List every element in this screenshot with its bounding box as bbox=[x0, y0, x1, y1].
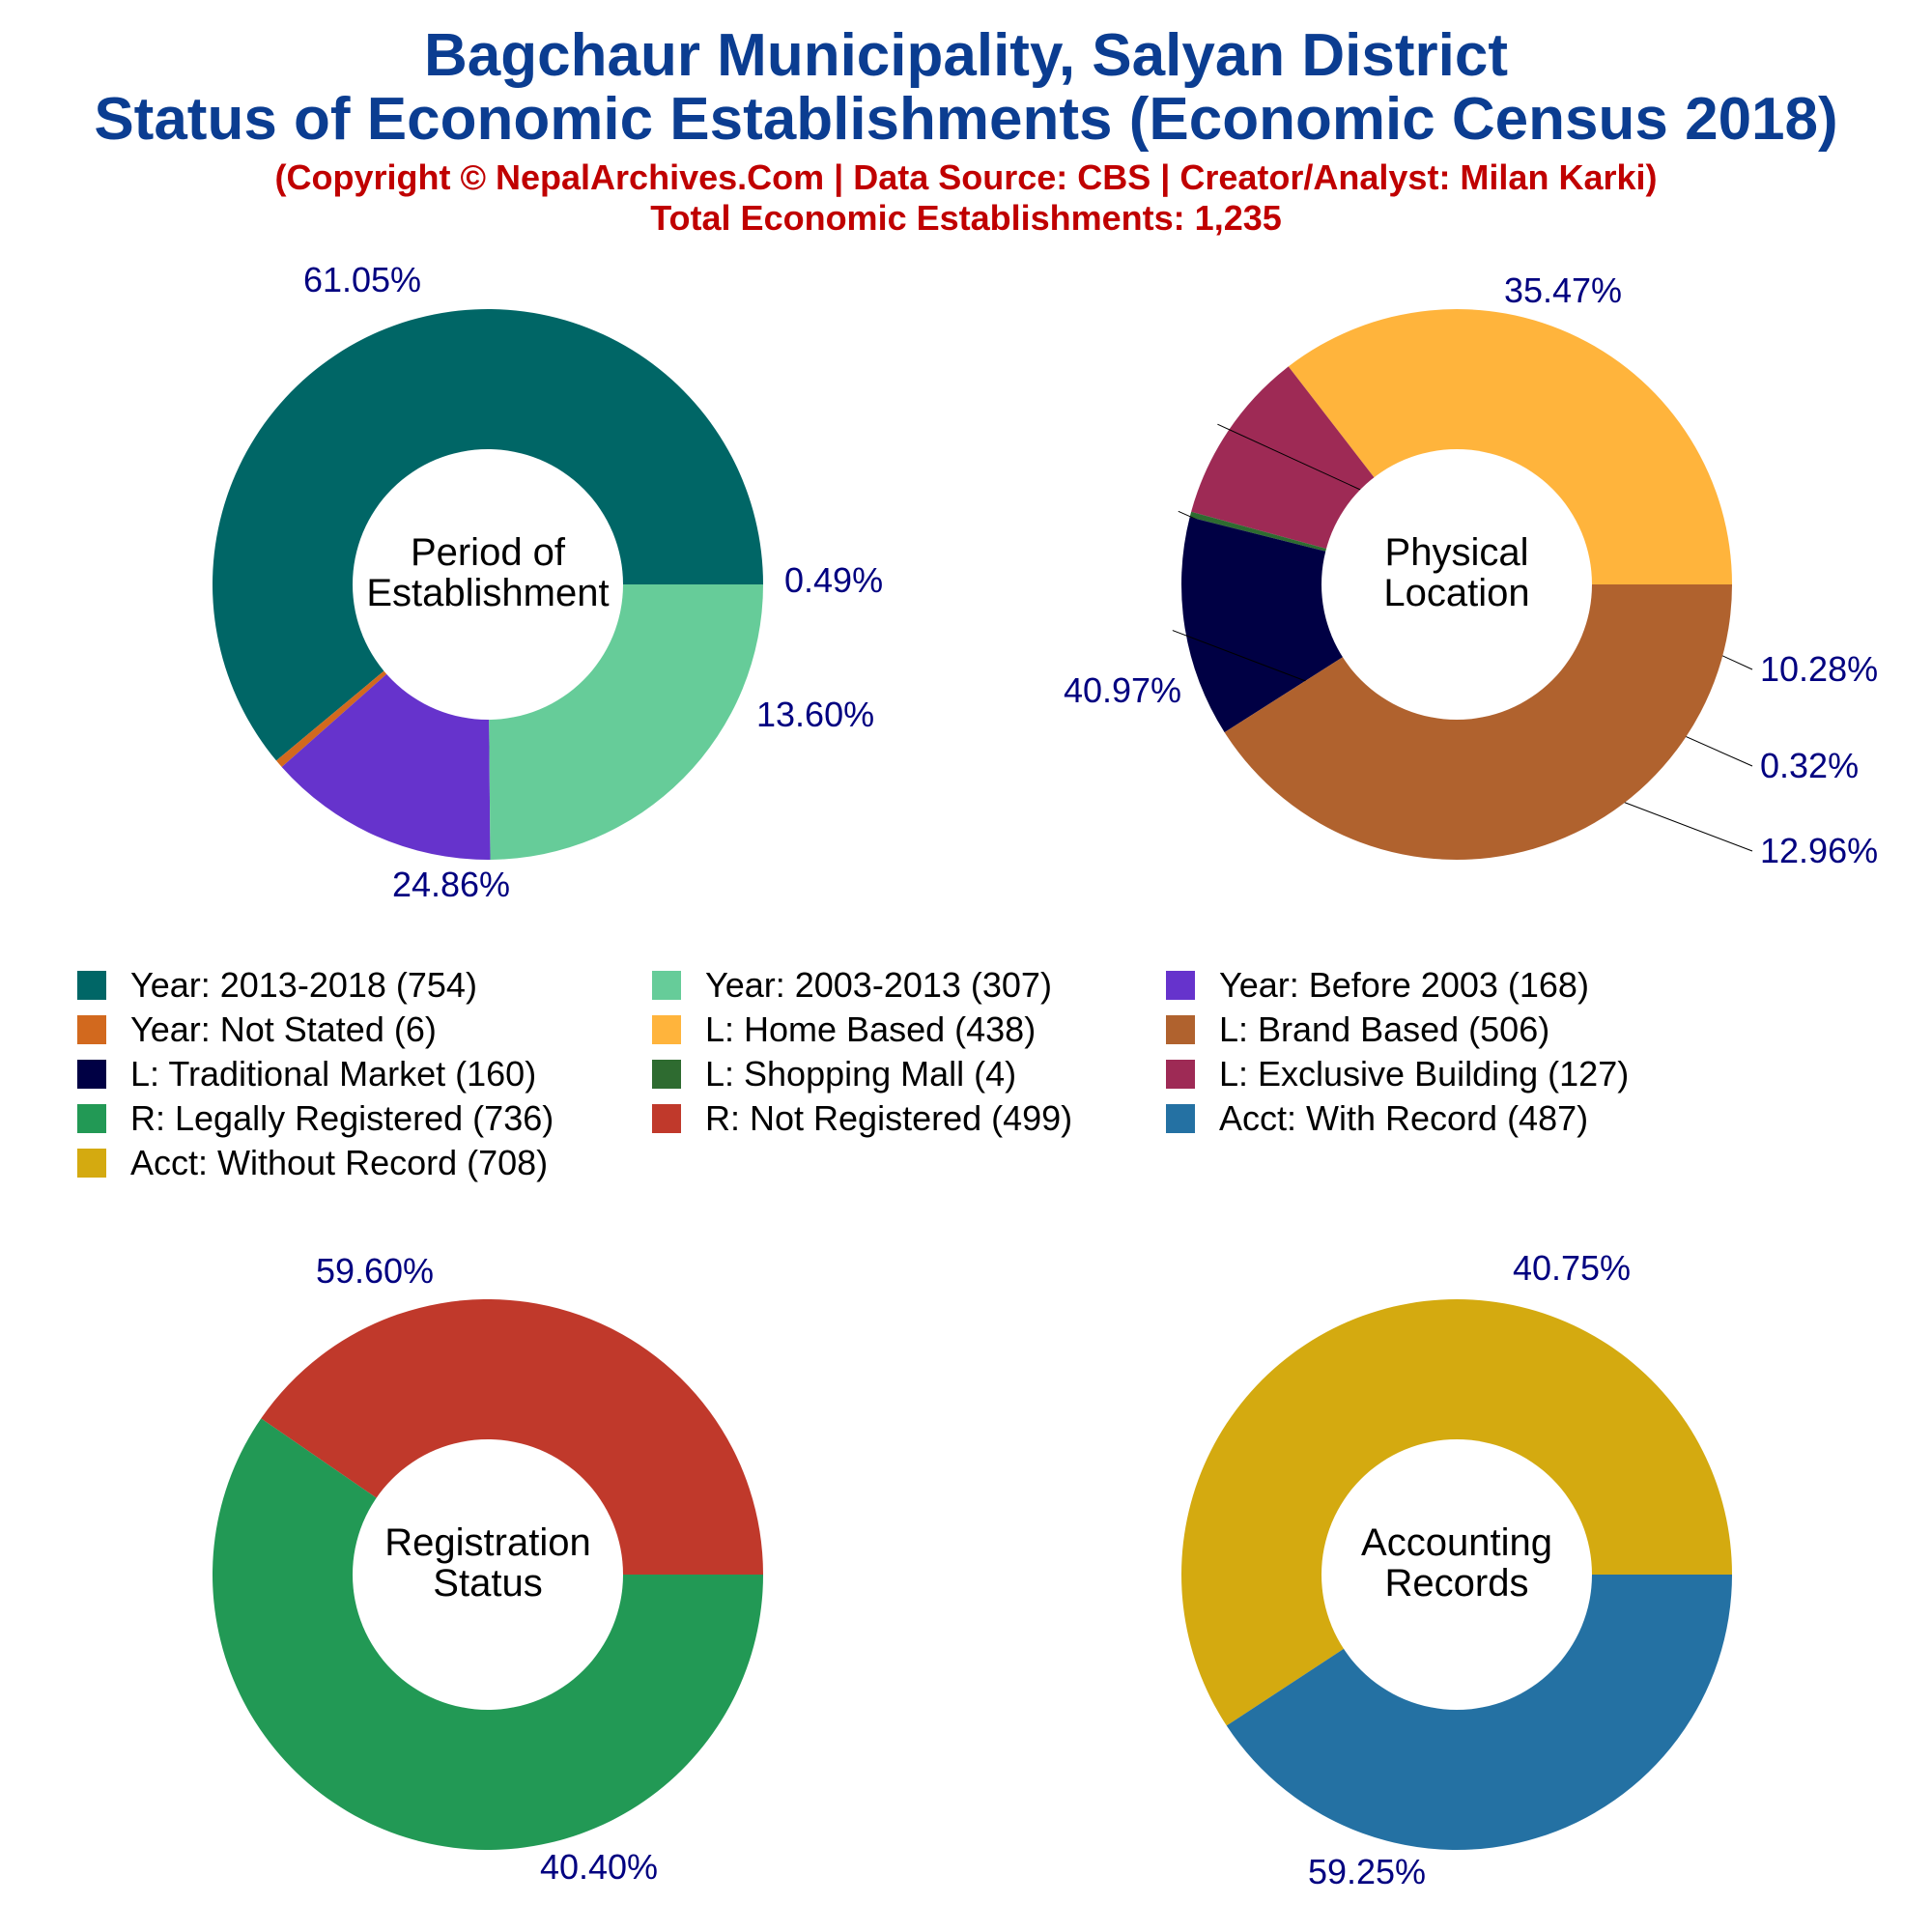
legend-label: L: Shopping Mall (4) bbox=[705, 1054, 1016, 1094]
slice-percent-label: 40.40% bbox=[540, 1847, 658, 1887]
slice-percent-label: 0.49% bbox=[784, 560, 883, 600]
donut-physical-location: 35.47% 10.28% 0.32% 12.96% 40.97% PhysicalLoc… bbox=[1064, 270, 1878, 870]
legend-swatch bbox=[652, 1015, 681, 1044]
slice-percent-label: 40.75% bbox=[1513, 1248, 1631, 1288]
legend-swatch bbox=[77, 1060, 106, 1089]
chart-subtitle-line1: (Copyright © NepalArchives.Com | Data So… bbox=[275, 157, 1658, 198]
legend-label: L: Exclusive Building (127) bbox=[1219, 1054, 1629, 1094]
donut-center-label: Accounting bbox=[1361, 1521, 1552, 1564]
slice-percent-label: 24.86% bbox=[392, 865, 510, 904]
donut-center-label: Registration bbox=[384, 1521, 590, 1564]
legend-label: R: Not Registered (499) bbox=[705, 1098, 1072, 1138]
chart-title-line2: Status of Economic Establishments (Econo… bbox=[94, 86, 1837, 153]
donut-center-label: Status bbox=[433, 1562, 542, 1605]
donut-hole bbox=[1321, 449, 1592, 720]
legend-label: L: Home Based (438) bbox=[705, 1009, 1036, 1049]
legend-swatch bbox=[77, 1015, 106, 1044]
legend-swatch bbox=[77, 1104, 106, 1133]
legend-label: Acct: With Record (487) bbox=[1219, 1098, 1588, 1138]
donut-hole bbox=[353, 449, 623, 720]
donut-hole bbox=[353, 1439, 623, 1710]
legend-swatch bbox=[1166, 1060, 1195, 1089]
slice-percent-label: 13.60% bbox=[756, 695, 874, 734]
donut-center-label: Establishment bbox=[366, 572, 609, 614]
slice-percent-label: 59.25% bbox=[1308, 1852, 1426, 1891]
donut-center-label: Records bbox=[1385, 1562, 1529, 1605]
legend-label: L: Traditional Market (160) bbox=[130, 1054, 536, 1094]
donut-center-label: Physical bbox=[1385, 531, 1529, 574]
legend: Year: 2013-2018 (754) Year: 2003-2013 (30… bbox=[77, 965, 1629, 1182]
donut-hole bbox=[1321, 1439, 1592, 1710]
slice-percent-label: 61.05% bbox=[303, 260, 421, 299]
legend-label: Year: 2013-2018 (754) bbox=[130, 965, 477, 1005]
donut-center-label: Location bbox=[1383, 572, 1529, 614]
legend-label: Year: Before 2003 (168) bbox=[1219, 965, 1589, 1005]
slice-r-not-registered-499 bbox=[261, 1298, 763, 1575]
slice-l-home-based-438 bbox=[1288, 309, 1732, 584]
legend-label: L: Brand Based (506) bbox=[1219, 1009, 1549, 1049]
legend-swatch bbox=[1166, 971, 1195, 1000]
slice-percent-label: 10.28% bbox=[1760, 649, 1878, 689]
chart-subtitle-line2: Total Economic Establishments: 1,235 bbox=[650, 198, 1282, 238]
legend-label: Year: Not Stated (6) bbox=[130, 1009, 437, 1049]
slice-percent-label: 35.47% bbox=[1504, 270, 1622, 310]
legend-label: Year: 2003-2013 (307) bbox=[705, 965, 1052, 1005]
legend-swatch bbox=[652, 1060, 681, 1089]
legend-swatch bbox=[1166, 1104, 1195, 1133]
legend-swatch bbox=[652, 971, 681, 1000]
legend-label: Acct: Without Record (708) bbox=[130, 1143, 548, 1182]
chart-title-line1: Bagchaur Municipality, Salyan District bbox=[424, 22, 1508, 89]
legend-swatch bbox=[1166, 1015, 1195, 1044]
donut-period-of-establishment: 61.05% 0.49% 13.60% 24.86% Period ofEstablis… bbox=[213, 260, 883, 904]
legend-label: R: Legally Registered (736) bbox=[130, 1098, 554, 1138]
legend-swatch bbox=[77, 1149, 106, 1178]
slice-percent-label: 40.97% bbox=[1064, 670, 1181, 710]
slice-percent-label: 12.96% bbox=[1760, 831, 1878, 870]
legend-swatch bbox=[77, 971, 106, 1000]
slice-percent-label: 59.60% bbox=[316, 1251, 434, 1291]
donut-center-label: Period of bbox=[411, 531, 566, 574]
legend-swatch bbox=[652, 1104, 681, 1133]
slice-percent-label: 0.32% bbox=[1760, 746, 1859, 785]
